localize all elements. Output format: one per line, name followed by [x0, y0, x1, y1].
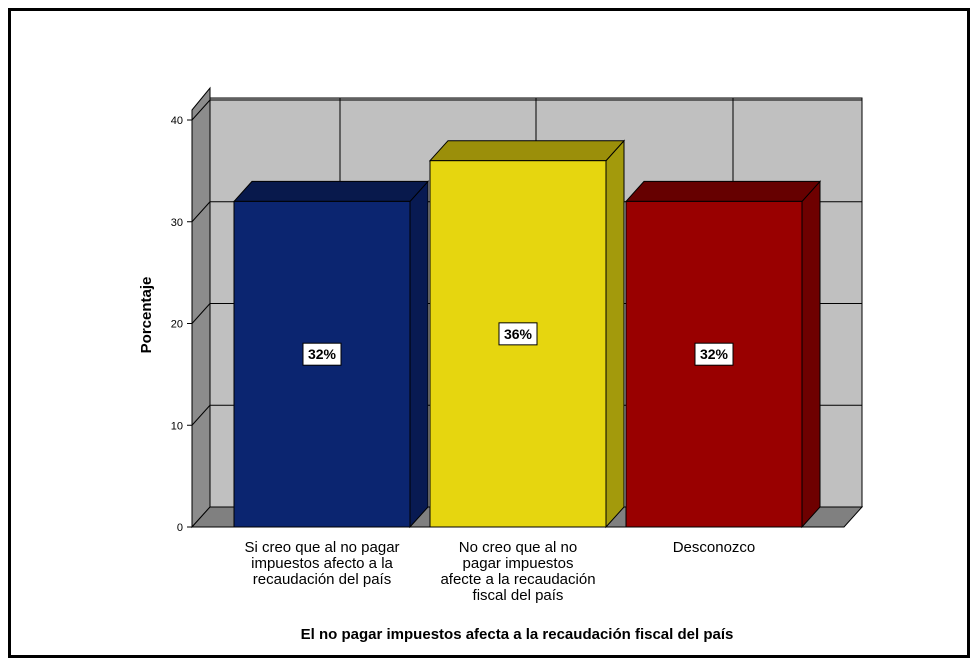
bar-top	[428, 140, 626, 162]
y-tick-label: 10	[171, 420, 183, 432]
gridline-side	[191, 303, 211, 324]
gridline-side	[191, 201, 211, 223]
category-label-line: fiscal del país	[473, 587, 564, 604]
bar-side	[801, 180, 821, 529]
y-axis-title: Porcentaje	[138, 277, 155, 354]
data-label-text: 32%	[700, 346, 729, 362]
data-label-box	[302, 342, 342, 366]
category-label-line: recaudación del país	[253, 571, 391, 588]
data-label-box	[498, 322, 538, 346]
category-label-line: pagar impuestos	[463, 555, 574, 572]
y-tick-label: 20	[171, 319, 183, 331]
y-axis-ticks: 0 10 20 30 40	[171, 110, 193, 534]
y-tick-label: 30	[171, 217, 183, 229]
gridline-side	[191, 99, 211, 121]
data-label-text: 32%	[308, 346, 337, 362]
gridline-side	[191, 404, 211, 426]
data-label-text: 36%	[504, 326, 533, 342]
category-label-line: Desconozco	[673, 539, 756, 556]
y-tick-label: 0	[177, 522, 183, 534]
category-label-line: No creo que al no	[459, 539, 577, 556]
x-axis-title: El no pagar impuestos afecta a la recaud…	[301, 626, 734, 643]
bar-top	[232, 180, 430, 202]
bar-side	[605, 139, 625, 529]
y-tick-label: 40	[171, 115, 183, 127]
side-wall	[191, 86, 211, 529]
data-label-3: 32%	[694, 342, 734, 366]
category-label-line: Si creo que al no pagar	[244, 539, 399, 556]
bar-top	[624, 180, 822, 202]
data-label-box	[694, 342, 734, 366]
data-labels: 32% 36% 32%	[302, 322, 734, 366]
data-label-1: 32%	[302, 342, 342, 366]
data-label-2: 36%	[498, 322, 538, 346]
category-label-line: afecte a la recaudación	[440, 571, 595, 588]
bar-side	[409, 180, 429, 529]
category-label-line: impuestos afecto a la	[251, 555, 393, 572]
